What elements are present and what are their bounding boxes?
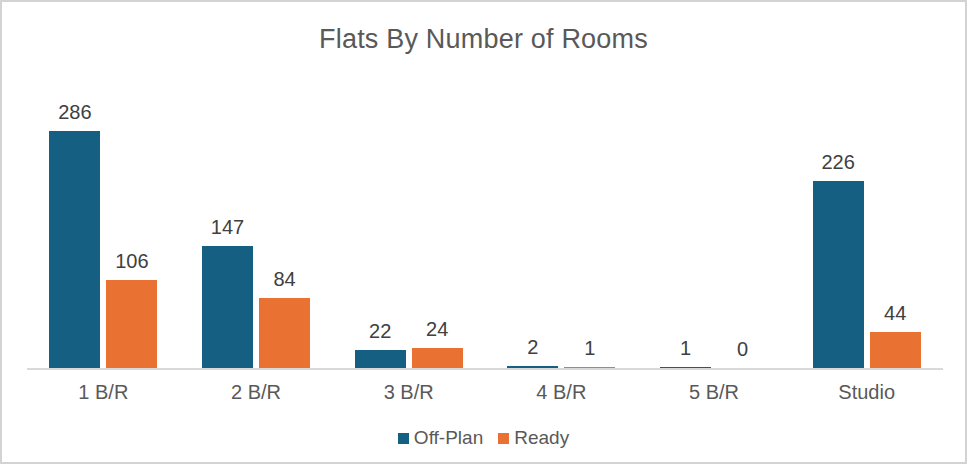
bar-group-2-b-r: 147 84 xyxy=(180,88,333,368)
bar-group-5-b-r: 10 xyxy=(638,88,791,368)
bar-ready xyxy=(870,332,921,369)
legend-item-off-plan: Off-Plan xyxy=(398,427,483,450)
category-label: 5 B/R xyxy=(638,380,791,404)
bar-ready xyxy=(259,298,310,368)
value-label: 44 xyxy=(884,301,906,325)
bar-off-plan xyxy=(660,367,711,368)
value-label: 24 xyxy=(426,317,448,341)
bar-off-plan xyxy=(507,366,558,368)
barwrap-off-plan: 286 xyxy=(49,100,100,368)
legend: Off-Plan Ready xyxy=(2,427,965,450)
bar-off-plan xyxy=(355,350,406,368)
value-label: 147 xyxy=(211,215,244,239)
legend-label: Ready xyxy=(514,427,569,450)
barwrap-ready: 106 xyxy=(106,249,157,368)
value-label: 226 xyxy=(822,150,855,174)
bar-ready xyxy=(564,367,615,368)
barwrap-ready: 0 xyxy=(717,337,768,368)
barwrap-off-plan: 147 xyxy=(202,215,253,368)
barwrap-ready: 44 xyxy=(870,301,921,369)
value-label: 1 xyxy=(680,336,691,360)
x-axis-category-row: 1 B/R2 B/R3 B/R4 B/R5 B/RStudio xyxy=(27,380,943,404)
value-label: 22 xyxy=(369,319,391,343)
value-label: 106 xyxy=(115,249,148,273)
value-label: 1 xyxy=(584,336,595,360)
legend-swatch-icon xyxy=(398,433,409,444)
chart-title: Flats By Number of Rooms xyxy=(2,23,965,55)
barwrap-off-plan: 1 xyxy=(660,336,711,368)
category-label: Studio xyxy=(790,380,943,404)
bar-ready xyxy=(412,348,463,368)
plot-area: 286106147842224211022644 xyxy=(27,88,943,370)
barwrap-ready: 84 xyxy=(259,267,310,368)
category-label: 2 B/R xyxy=(180,380,333,404)
bar-group-3-b-r: 22 24 xyxy=(332,88,485,368)
bar-ready xyxy=(106,280,157,368)
bar-group-1-b-r: 286 106 xyxy=(27,88,180,368)
bar-off-plan xyxy=(49,131,100,368)
barwrap-off-plan: 226 xyxy=(813,150,864,368)
legend-item-ready: Ready xyxy=(498,427,569,450)
category-label: 4 B/R xyxy=(485,380,638,404)
bar-group-4-b-r: 21 xyxy=(485,88,638,368)
legend-swatch-icon xyxy=(498,433,509,444)
bar-off-plan xyxy=(813,181,864,368)
value-label: 84 xyxy=(273,267,295,291)
bar-group-studio: 226 44 xyxy=(790,88,943,368)
value-label: 286 xyxy=(58,100,91,124)
barwrap-off-plan: 2 xyxy=(507,335,558,368)
barwrap-off-plan: 22 xyxy=(355,319,406,368)
value-label: 2 xyxy=(527,335,538,359)
legend-label: Off-Plan xyxy=(414,427,483,450)
category-label: 1 B/R xyxy=(27,380,180,404)
category-label: 3 B/R xyxy=(332,380,485,404)
barwrap-ready: 1 xyxy=(564,336,615,368)
value-label: 0 xyxy=(737,337,748,361)
chart-frame: Flats By Number of Rooms 286106147842224… xyxy=(0,0,967,464)
bar-off-plan xyxy=(202,246,253,368)
barwrap-ready: 24 xyxy=(412,317,463,368)
